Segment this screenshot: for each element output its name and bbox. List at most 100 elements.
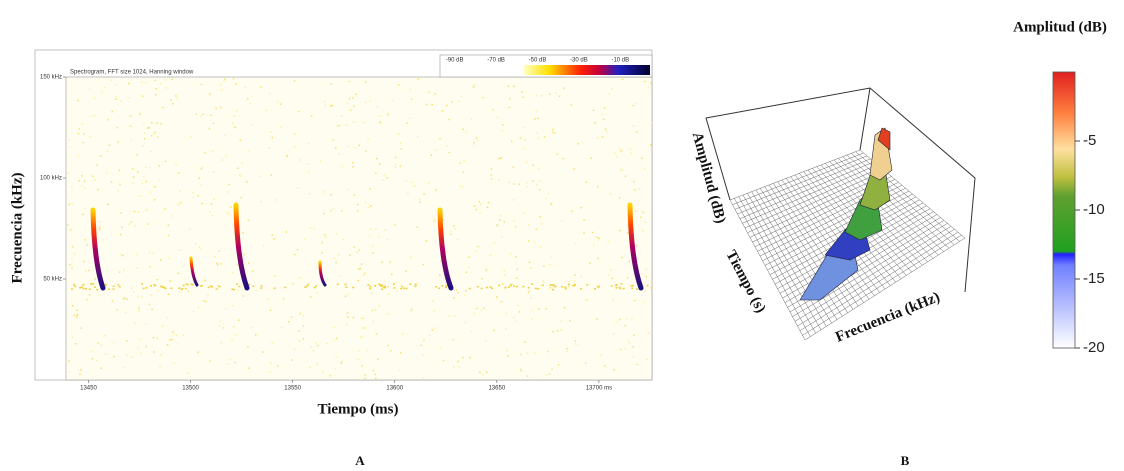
noise-dot xyxy=(516,277,518,279)
noise-dot xyxy=(420,344,423,347)
noise-dot xyxy=(585,181,588,183)
noise-dot xyxy=(597,239,600,241)
noise-dot xyxy=(337,124,339,127)
noise-dot xyxy=(542,280,544,282)
noise-dot xyxy=(509,98,511,100)
noise-dot xyxy=(533,352,536,354)
noise-dot xyxy=(145,345,147,348)
noise-dot xyxy=(155,93,157,96)
noise-dot xyxy=(225,211,228,214)
noise-dot xyxy=(84,288,87,290)
noise-dot xyxy=(223,80,225,82)
noise-dot xyxy=(604,128,607,130)
noise-dot xyxy=(216,262,218,265)
noise-dot xyxy=(399,352,402,354)
noise-dot xyxy=(477,245,480,248)
noise-dot xyxy=(216,263,219,266)
noise-dot xyxy=(210,285,213,287)
noise-dot xyxy=(114,84,117,86)
noise-dot xyxy=(153,186,156,188)
noise-dot xyxy=(512,166,514,168)
noise-dot xyxy=(107,203,109,206)
noise-dot xyxy=(175,95,177,97)
noise-dot xyxy=(363,327,366,329)
noise-dot xyxy=(260,287,263,289)
noise-dot xyxy=(94,114,96,117)
noise-dot xyxy=(107,119,109,121)
noise-dot xyxy=(132,176,135,178)
noise-dot xyxy=(316,291,318,294)
noise-dot xyxy=(548,373,551,375)
noise-dot xyxy=(476,245,478,248)
noise-dot xyxy=(567,283,570,286)
noise-dot xyxy=(82,284,85,286)
noise-dot xyxy=(450,233,452,235)
noise-dot xyxy=(99,228,101,230)
noise-dot xyxy=(551,202,553,204)
noise-dot xyxy=(166,343,169,346)
noise-dot xyxy=(619,318,621,321)
noise-dot xyxy=(270,362,272,364)
noise-dot xyxy=(455,289,458,291)
noise-dot xyxy=(69,146,71,148)
noise-dot xyxy=(191,283,194,286)
noise-dot xyxy=(71,267,73,270)
noise-dot xyxy=(545,374,548,376)
noise-dot xyxy=(77,155,80,158)
noise-dot xyxy=(92,283,95,285)
noise-dot xyxy=(597,185,599,188)
noise-dot xyxy=(218,325,220,327)
noise-dot xyxy=(352,316,355,319)
noise-dot xyxy=(423,193,425,195)
noise-dot xyxy=(430,154,432,156)
noise-dot xyxy=(630,285,633,287)
noise-dot xyxy=(566,350,568,353)
noise-dot xyxy=(556,153,559,155)
noise-dot xyxy=(524,341,526,343)
noise-dot xyxy=(477,139,479,142)
x-tick-label: 13500 xyxy=(182,386,199,392)
noise-dot xyxy=(108,144,111,147)
noise-dot xyxy=(632,356,635,358)
noise-dot xyxy=(96,164,98,166)
noise-dot xyxy=(148,251,151,254)
panel-label: B xyxy=(901,453,910,468)
noise-dot xyxy=(532,180,534,182)
noise-dot xyxy=(187,372,189,374)
noise-dot xyxy=(124,311,127,314)
noise-dot xyxy=(473,141,475,144)
noise-dot xyxy=(405,287,408,290)
noise-dot xyxy=(596,318,598,320)
noise-dot xyxy=(357,358,360,361)
noise-dot xyxy=(369,188,372,190)
noise-dot xyxy=(552,330,554,333)
noise-dot xyxy=(611,88,613,90)
noise-dot xyxy=(210,114,212,117)
noise-dot xyxy=(160,122,162,125)
noise-dot xyxy=(534,118,536,120)
noise-dot xyxy=(133,291,135,293)
noise-dot xyxy=(438,274,441,276)
noise-dot xyxy=(629,148,632,151)
noise-dot xyxy=(172,331,174,333)
noise-dot xyxy=(423,339,425,342)
noise-dot xyxy=(205,300,207,303)
noise-dot xyxy=(538,188,541,191)
noise-dot xyxy=(490,173,492,176)
noise-dot xyxy=(630,152,632,155)
noise-dot xyxy=(164,208,166,210)
noise-dot xyxy=(154,284,157,287)
noise-dot xyxy=(207,294,209,297)
noise-dot xyxy=(243,253,245,256)
noise-dot xyxy=(297,110,300,113)
noise-dot xyxy=(505,312,507,315)
noise-dot xyxy=(604,365,606,367)
noise-dot xyxy=(645,275,647,278)
noise-dot xyxy=(347,316,349,318)
noise-dot xyxy=(459,185,461,187)
noise-dot xyxy=(516,304,519,306)
noise-dot xyxy=(401,332,404,335)
noise-dot xyxy=(88,269,90,272)
noise-dot xyxy=(247,150,249,153)
noise-dot xyxy=(526,181,528,184)
